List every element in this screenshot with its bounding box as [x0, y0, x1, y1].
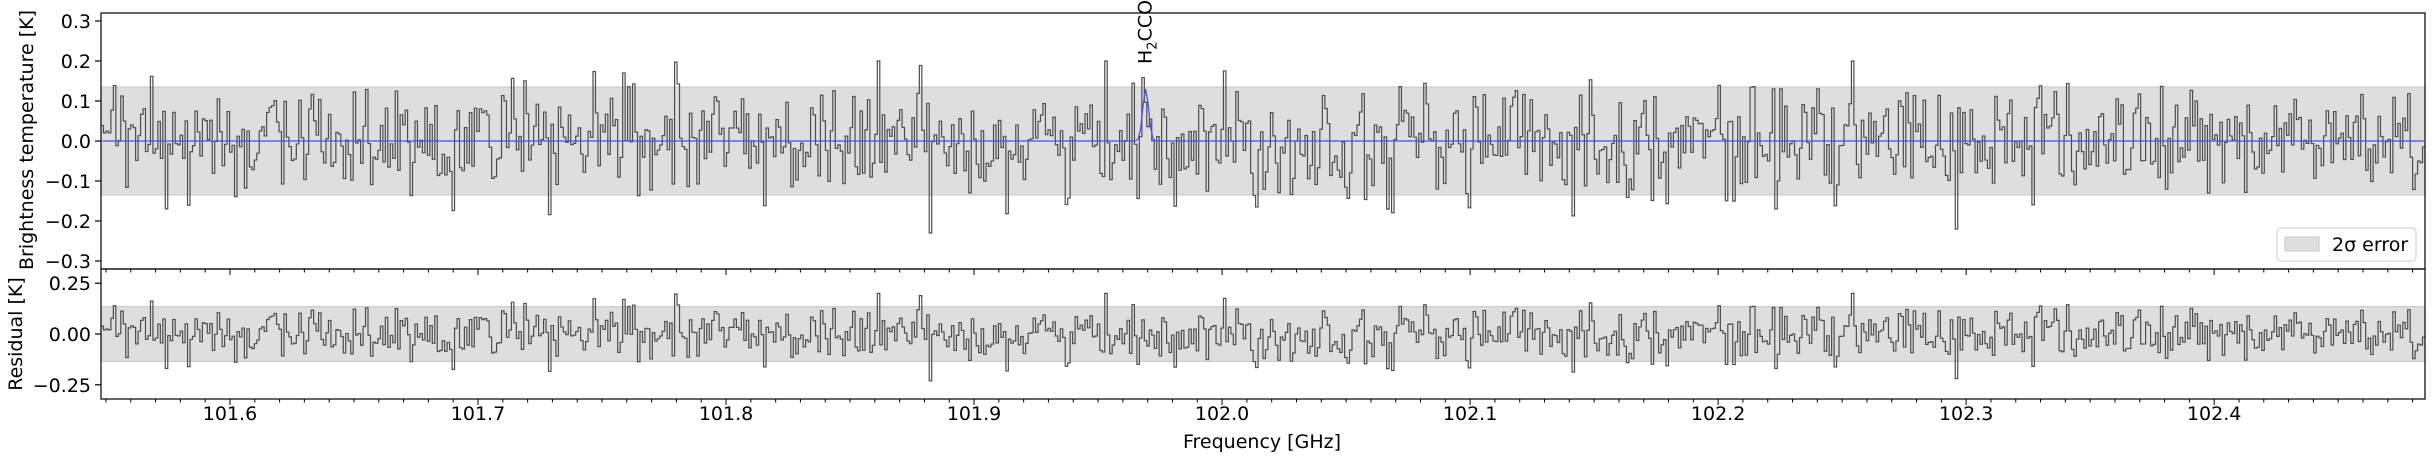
spectrum-y-tick-label: −0.1 — [45, 171, 91, 193]
x-tick-label: 102.4 — [2187, 403, 2241, 425]
line-annotation-H2CCO: H2CCO — [1135, 0, 1161, 64]
x-tick-label: 101.7 — [451, 403, 505, 425]
legend-swatch — [2284, 236, 2320, 252]
x-tick-label: 102.2 — [1691, 403, 1745, 425]
spectrum-y-tick-label: −0.2 — [45, 211, 91, 233]
x-tick-label: 101.9 — [947, 403, 1001, 425]
legend-label: 2σ error — [2332, 234, 2408, 256]
spectrum-observed-line — [101, 60, 2425, 234]
spectrum-y-tick-label: −0.3 — [45, 251, 91, 273]
spectrum-y-tick-label: 0.2 — [61, 51, 91, 73]
spectrum-model-line — [102, 88, 2424, 142]
spectrum-panel: −0.3 −0.2 −0.1 0.0 0.1 0.2 0.3 H2CCO 2σ error — [45, 0, 2426, 275]
residual-y-axis-label: Residual [K] — [5, 277, 27, 391]
spectrum-y-tick-label: 0.1 — [61, 91, 91, 113]
spectrum-y-tick-label: 0.3 — [61, 11, 91, 33]
x-tick-label: 102.3 — [1939, 403, 1993, 425]
x-tick-label: 102.0 — [1195, 403, 1249, 425]
x-axis-label: Frequency [GHz] — [1183, 431, 1341, 453]
x-tick-label: 101.8 — [699, 403, 753, 425]
residual-line — [101, 292, 2425, 382]
x-tick-label: 101.6 — [203, 403, 257, 425]
legend-box — [2276, 227, 2417, 262]
spectrum-y-axis-label: Brightness temperature [K] — [16, 10, 38, 270]
residual-y-tick-label: −0.25 — [33, 375, 91, 397]
residual-y-tick-label: 0.00 — [49, 324, 91, 346]
residual-y-tick-label: 0.25 — [49, 273, 91, 295]
x-tick-label: 102.1 — [1443, 403, 1497, 425]
legend: 2σ error — [2276, 227, 2417, 262]
residual-panel: −0.25 0.00 0.25 101.6 101.7 101.8 101.9 102.0 10… — [33, 268, 2426, 425]
spectrum-y-tick-label: 0.0 — [61, 131, 91, 153]
